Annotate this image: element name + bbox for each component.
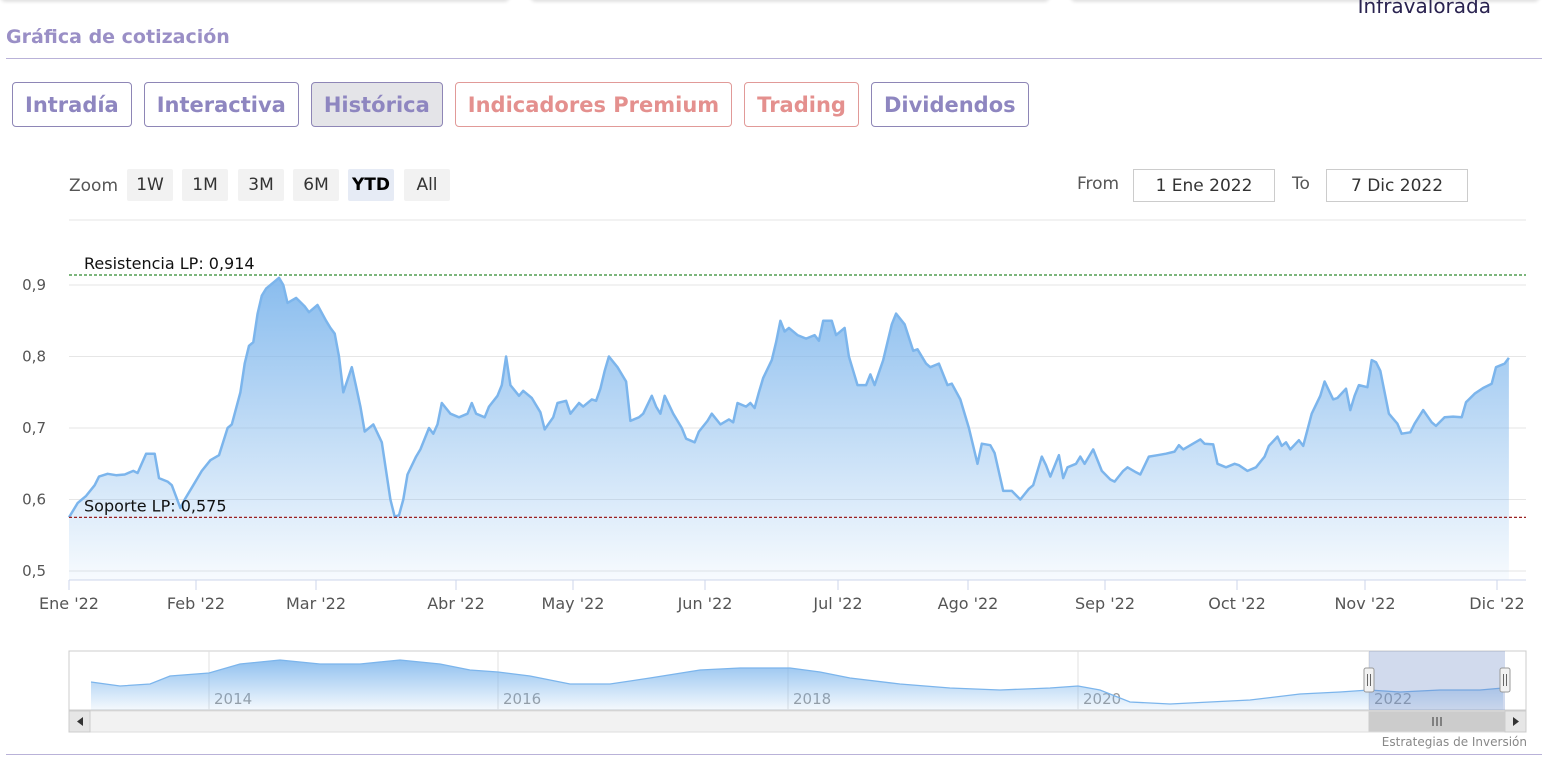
navigator-year-label: 2014 [214,690,252,708]
x-tick-label: Abr '22 [427,594,485,613]
x-tick-label: Dic '22 [1469,594,1524,613]
tab-dividendos[interactable]: Dividendos [870,82,1029,127]
x-tick-label: Feb '22 [167,594,225,613]
chevron-left-icon [77,717,83,726]
support-label: Soporte LP: 0,575 [84,496,227,515]
chevron-right-icon [1513,717,1519,726]
tab-hist-rica[interactable]: Histórica [310,82,443,127]
navigator-year-label: 2020 [1083,690,1121,708]
zoom-6m-button[interactable]: 6M [293,169,339,201]
y-tick-label: 0,9 [22,276,46,294]
valuation-label: Infravalorada [1357,0,1491,18]
navigator-area [91,660,1503,710]
section-title: Gráfica de cotización [6,26,230,48]
x-tick-label: Jul '22 [812,594,862,613]
y-tick-label: 0,7 [22,419,46,437]
zoom-label: Zoom [69,176,119,196]
navigator-year-label: 2016 [503,690,541,708]
navigator-left-handle[interactable] [1363,667,1375,693]
zoom-all-button[interactable]: All [404,169,450,201]
navigator-line [90,659,1504,705]
zoom-1w-button[interactable]: 1W [127,169,173,201]
x-tick-label: Jun '22 [677,594,733,613]
scrollbar-track[interactable] [68,710,1527,733]
tab-trading[interactable]: Trading [744,82,859,127]
chart-tabs: Intradía Interactiva Histórica Indicadores … [12,82,1029,127]
navigator-selected-range[interactable] [1369,651,1505,710]
from-date-input[interactable]: 1 Ene 2022 [1133,169,1275,202]
section-divider [6,58,1542,59]
x-tick-label: Ene '22 [39,594,99,613]
x-tick-label: Oct '22 [1208,594,1266,613]
y-tick-label: 0,5 [22,562,46,580]
to-label: To [1292,174,1310,194]
x-tick-label: Ago '22 [938,594,999,613]
tab-interactiva[interactable]: Interactiva [143,82,299,127]
navigator-right-handle[interactable] [1499,667,1511,693]
x-tick-label: Sep '22 [1075,594,1135,613]
scroll-left-button[interactable] [68,710,91,733]
x-tick-label: May '22 [542,594,605,613]
zoom-1m-button[interactable]: 1M [182,169,228,201]
scroll-right-button[interactable] [1504,710,1527,733]
price-area-fill [69,277,1509,580]
x-tick-label: Nov '22 [1334,594,1395,613]
navigator-year-label: 2018 [793,690,831,708]
to-date-input[interactable]: 7 Dic 2022 [1326,169,1468,202]
resistance-label: Resistencia LP: 0,914 [84,254,255,273]
scrollbar-thumb[interactable] [1368,711,1506,732]
navigator-frame [68,650,1527,711]
from-label: From [1077,174,1120,194]
y-tick-label: 0,8 [22,348,46,366]
tab-intrad-a[interactable]: Intradía [12,82,132,127]
y-tick-label: 0,6 [22,491,46,509]
tab-indicadores-premium[interactable]: Indicadores Premium [454,82,733,127]
x-tick-label: Mar '22 [286,594,346,613]
navigator-year-label: 2022 [1374,690,1412,708]
zoom-ytd-button[interactable]: YTD [348,169,394,201]
price-series-line[interactable] [67,276,1510,519]
bottom-divider [6,754,1542,755]
chart-credit[interactable]: Estrategias de Inversión [1381,735,1527,749]
zoom-3m-button[interactable]: 3M [238,169,284,201]
